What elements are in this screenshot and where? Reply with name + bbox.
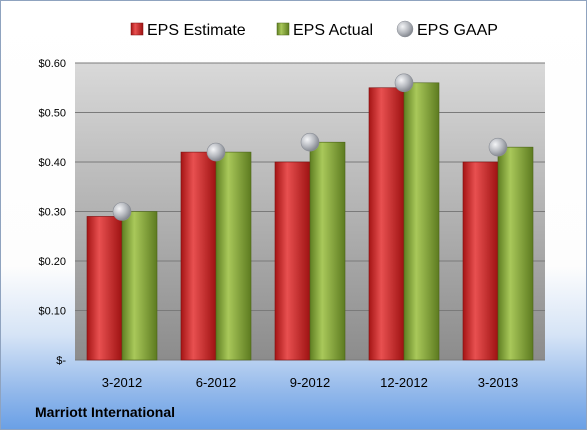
legend-label: EPS Actual [293,22,373,39]
y-tick-label: $0.30 [38,207,66,219]
legend-swatch [396,20,414,38]
legend-label: EPS Estimate [147,22,246,39]
bars [86,82,534,361]
y-axis-labels: $- $0.10 $0.20 $0.30 $0.40 $0.50 $0.60 [38,58,66,367]
marker-eps-gaap [206,142,226,162]
bar-eps-actual [121,211,158,361]
x-tick-label: 12-2012 [380,375,428,390]
company-name: Marriott International [35,404,175,420]
bar-eps-estimate [462,161,499,361]
marker-eps-gaap [300,132,320,152]
marker-eps-gaap [112,202,132,221]
bar-eps-actual [403,82,440,361]
legend: EPS Estimate EPS Actual EPS GAAP [130,20,498,39]
y-tick-label: $- [56,355,66,367]
bar-eps-estimate [180,151,217,361]
x-tick-label: 3-2013 [478,375,518,390]
y-tick-label: $0.10 [38,306,66,318]
bar-eps-estimate [86,216,123,361]
x-axis-labels: 3-2012 6-2012 9-2012 12-2012 3-2013 [102,375,518,390]
legend-swatch [276,22,290,36]
gaap-markers [112,73,508,221]
x-tick-label: 6-2012 [196,375,236,390]
bar-eps-actual [309,141,346,361]
bar-eps-actual [497,146,534,361]
x-tick-label: 9-2012 [290,375,330,390]
y-tick-label: $0.60 [38,58,66,70]
marker-eps-gaap [488,137,508,157]
legend-label: EPS GAAP [417,22,498,39]
legend-swatch [130,22,144,36]
x-tick-label: 3-2012 [102,375,142,390]
marker-eps-gaap [394,73,414,93]
y-tick-label: $0.50 [38,108,66,120]
y-tick-label: $0.20 [38,256,66,268]
y-tick-label: $0.40 [38,157,66,169]
bar-eps-estimate [368,87,405,361]
bar-eps-estimate [274,161,311,361]
bar-eps-actual [215,151,252,361]
